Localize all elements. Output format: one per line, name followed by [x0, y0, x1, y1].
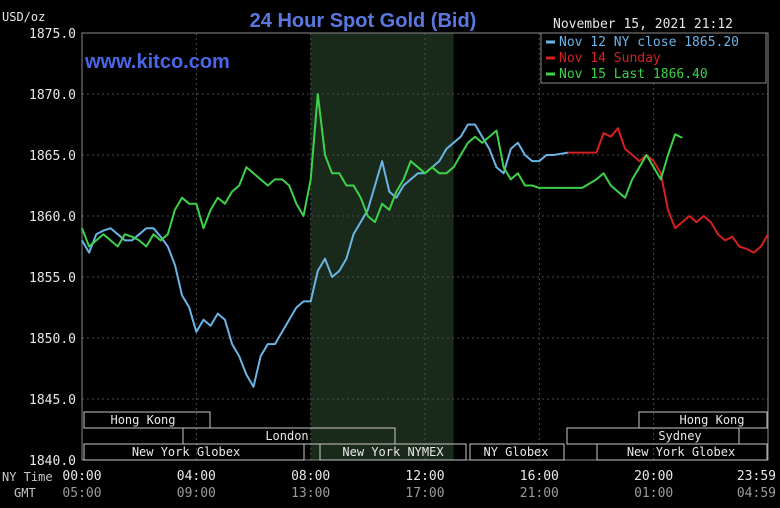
y-tick-label: 1850.0 — [29, 332, 76, 347]
x-tick-label-gmt: 17:00 — [405, 486, 444, 501]
series-line-0 — [81, 123, 569, 388]
legend: Nov 12 NY close 1865.20 Nov 14 Sunday No… — [540, 32, 767, 84]
x-tick-label-gmt: 05:00 — [62, 486, 101, 501]
y-tick-label: 1860.0 — [29, 210, 76, 225]
session-hong-kong-left: Hong Kong — [110, 413, 175, 427]
nymex-shaded-region — [310, 33, 454, 460]
session-sydney: Sydney — [658, 429, 701, 443]
ny-time-label: NY Time — [2, 470, 53, 484]
x-tick-label-gmt: 09:00 — [177, 486, 216, 501]
legend-nov12: Nov 12 NY close 1865.20 — [559, 35, 739, 50]
session-ny-globex: NY Globex — [483, 445, 548, 459]
y-axis-unit: USD/oz — [2, 10, 45, 24]
session-boxes: Hong Kong London New York Globex New Yor… — [83, 411, 768, 461]
series-line-2 — [81, 93, 683, 248]
gmt-label: GMT — [14, 486, 36, 500]
timestamp: November 15, 2021 21:12 — [553, 17, 733, 32]
series-line-1 — [567, 127, 769, 254]
session-hong-kong-right: Hong Kong — [679, 413, 744, 427]
y-tick-label: 1855.0 — [29, 271, 76, 286]
session-new-york-globex-left: New York Globex — [132, 445, 240, 459]
x-tick-label-ny: 00:00 — [62, 469, 101, 484]
session-box-ny-globex — [469, 443, 565, 461]
legend-nov15: Nov 15 Last 1866.40 — [559, 67, 708, 82]
watermark-url: www.kitco.com — [84, 51, 230, 73]
session-london: London — [265, 429, 308, 443]
legend-box — [540, 32, 767, 84]
y-tick-label: 1865.0 — [29, 149, 76, 164]
y-tick-label: 1870.0 — [29, 88, 76, 103]
x-tick-label-ny: 16:00 — [520, 469, 559, 484]
x-tick-label-ny: 04:00 — [177, 469, 216, 484]
x-tick-label-gmt: 21:00 — [520, 486, 559, 501]
x-tick-label-ny: 12:00 — [405, 469, 444, 484]
y-tick-label: 1840.0 — [29, 454, 76, 469]
series-lines — [81, 93, 769, 388]
chart-title: 24 Hour Spot Gold (Bid) — [250, 10, 477, 32]
y-axis-ticks: 1875.0 1870.0 1865.0 1860.0 1855.0 1850.0 1845… — [29, 27, 76, 469]
x-axis-ticks: 00:00 04:00 08:00 12:00 16:00 20:00 23:59 05:00… — [62, 469, 776, 501]
session-box-hong-kong-left — [83, 411, 211, 429]
session-new-york-globex-right: New York Globex — [627, 445, 735, 459]
x-tick-label-gmt: 13:00 — [291, 486, 330, 501]
x-tick-label-ny: 20:00 — [634, 469, 673, 484]
x-tick-label-ny: 23:59 — [737, 469, 776, 484]
session-box-new-york-nymex — [319, 443, 467, 461]
x-tick-label-ny: 08:00 — [291, 469, 330, 484]
x-tick-label-gmt: 01:00 — [634, 486, 673, 501]
y-tick-label: 1875.0 — [29, 27, 76, 42]
legend-nov14: Nov 14 Sunday — [559, 51, 661, 66]
session-box-new-york-globex-right — [596, 443, 768, 461]
x-tick-label-gmt: 04:59 — [737, 486, 776, 501]
session-box-new-york-globex-left — [83, 443, 305, 461]
session-new-york-nymex: New York NYMEX — [342, 445, 444, 459]
y-tick-label: 1845.0 — [29, 393, 76, 408]
